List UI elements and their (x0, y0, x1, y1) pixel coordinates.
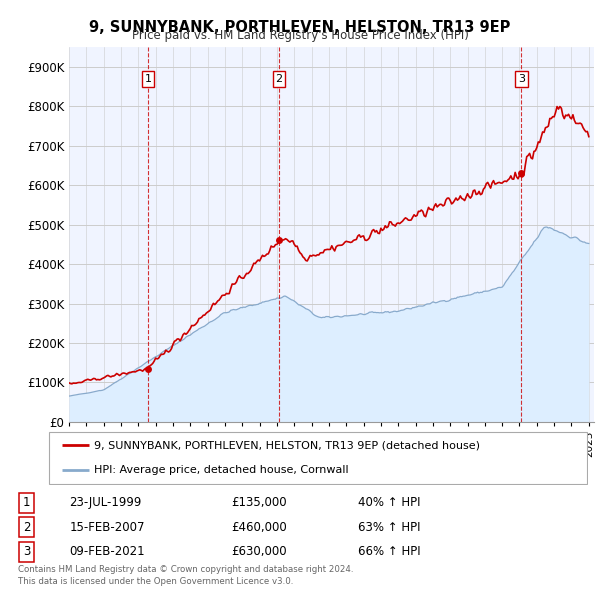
Text: 23-JUL-1999: 23-JUL-1999 (70, 496, 142, 509)
FancyBboxPatch shape (49, 432, 587, 484)
Text: 40% ↑ HPI: 40% ↑ HPI (358, 496, 420, 509)
Text: 15-FEB-2007: 15-FEB-2007 (70, 520, 145, 533)
Text: 09-FEB-2021: 09-FEB-2021 (70, 545, 145, 558)
Text: 3: 3 (518, 74, 525, 84)
Text: 2: 2 (23, 520, 30, 533)
Text: 66% ↑ HPI: 66% ↑ HPI (358, 545, 420, 558)
Text: 1: 1 (145, 74, 151, 84)
Text: £460,000: £460,000 (231, 520, 287, 533)
Text: 63% ↑ HPI: 63% ↑ HPI (358, 520, 420, 533)
Text: 9, SUNNYBANK, PORTHLEVEN, HELSTON, TR13 9EP: 9, SUNNYBANK, PORTHLEVEN, HELSTON, TR13 … (89, 20, 511, 35)
Text: £630,000: £630,000 (231, 545, 287, 558)
Text: 2: 2 (275, 74, 283, 84)
Text: 9, SUNNYBANK, PORTHLEVEN, HELSTON, TR13 9EP (detached house): 9, SUNNYBANK, PORTHLEVEN, HELSTON, TR13 … (94, 440, 480, 450)
Text: 3: 3 (23, 545, 30, 558)
Text: HPI: Average price, detached house, Cornwall: HPI: Average price, detached house, Corn… (94, 466, 349, 476)
Text: £135,000: £135,000 (231, 496, 287, 509)
Text: Contains HM Land Registry data © Crown copyright and database right 2024.
This d: Contains HM Land Registry data © Crown c… (18, 565, 353, 586)
Text: Price paid vs. HM Land Registry's House Price Index (HPI): Price paid vs. HM Land Registry's House … (131, 30, 469, 42)
Text: 1: 1 (23, 496, 30, 509)
